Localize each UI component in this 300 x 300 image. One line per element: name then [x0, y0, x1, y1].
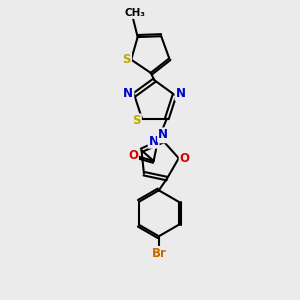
Text: O: O [180, 152, 190, 165]
Text: S: S [122, 53, 131, 66]
Text: N: N [158, 128, 168, 141]
Text: Br: Br [152, 247, 166, 260]
Text: N: N [148, 135, 159, 148]
Text: O: O [128, 148, 138, 162]
Text: N: N [123, 87, 134, 100]
Text: CH₃: CH₃ [124, 8, 145, 18]
Text: S: S [132, 114, 141, 128]
Text: H: H [160, 132, 169, 142]
Text: N: N [176, 87, 185, 100]
